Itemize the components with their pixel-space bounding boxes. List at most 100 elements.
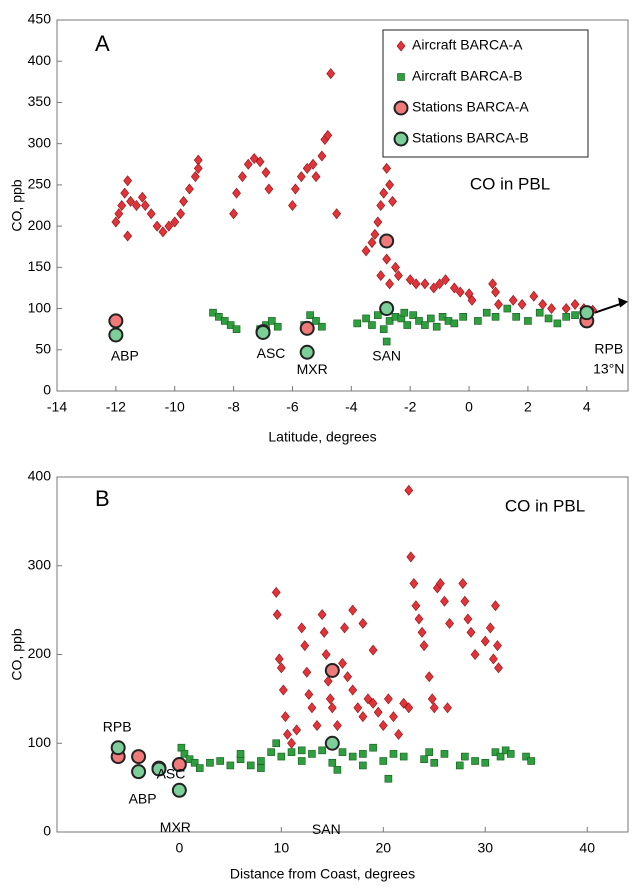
aircraft-point [272, 739, 281, 748]
aircraft-point [340, 622, 349, 634]
x-tick-label: -12 [106, 399, 126, 415]
station-point [171, 782, 187, 798]
aircraft-point [333, 720, 342, 731]
aircraft-point [503, 304, 512, 313]
y-tick-label: 300 [28, 556, 52, 572]
station-point [131, 764, 147, 780]
aircraft-point [158, 226, 168, 238]
aircraft-point [438, 312, 447, 321]
aircraft-point [544, 314, 553, 323]
aircraft-point [385, 179, 394, 191]
y-tick-label: 100 [28, 734, 52, 750]
aircraft-point [455, 761, 464, 770]
aircraft-point [246, 761, 255, 770]
aircraft-point [409, 311, 417, 319]
x-tick-label: 30 [477, 840, 493, 856]
aircraft-point [378, 720, 388, 731]
aircraft-point [292, 724, 302, 736]
aircraft-point [385, 278, 394, 290]
aircraft-point [281, 711, 290, 723]
aircraft-point [406, 551, 416, 563]
aircraft-point [209, 308, 217, 317]
aircraft-point [229, 208, 238, 220]
aircraft-point [368, 321, 376, 329]
aircraft-point [367, 237, 377, 249]
aircraft-point [238, 171, 247, 183]
aircraft-point [302, 666, 312, 678]
aircraft-point [376, 200, 386, 211]
aircraft-point [249, 153, 259, 164]
y-tick-label: 300 [28, 134, 52, 150]
station-label: SAN [312, 821, 341, 837]
aircraft-point [132, 200, 141, 211]
aircraft-point [373, 216, 383, 228]
y-axis-label: CO, ppb [9, 628, 25, 680]
station-point [324, 735, 340, 751]
aircraft-point [276, 662, 286, 674]
station-point [131, 749, 147, 765]
panel-letter: A [95, 31, 110, 56]
aircraft-point [491, 286, 500, 298]
aircraft-point [368, 644, 378, 656]
aircraft-point [429, 702, 439, 714]
aircraft-point [374, 311, 382, 319]
legend-marker [397, 73, 405, 81]
x-tick-label: 2 [524, 399, 532, 415]
aircraft-point [278, 684, 288, 696]
aircraft-point [306, 311, 314, 319]
y-tick-label: 200 [28, 645, 52, 661]
aircraft-point [321, 649, 331, 660]
aircraft-point [480, 635, 490, 647]
y-tick-label: 350 [28, 93, 52, 109]
x-tick-label: -6 [286, 399, 299, 415]
x-axis-label: Latitude, degrees [268, 429, 376, 445]
aircraft-point [512, 312, 520, 321]
station-point [379, 301, 395, 317]
station-label: RPB [103, 718, 132, 734]
legend-marker [393, 100, 409, 116]
aircraft-point [243, 158, 253, 170]
station-label: MXR [160, 819, 191, 835]
aircraft-point [463, 613, 473, 625]
aircraft-point [361, 245, 371, 257]
aircraft-point [308, 158, 318, 170]
aircraft-point [385, 317, 394, 325]
aircraft-point [403, 321, 412, 329]
aircraft-point [170, 216, 180, 228]
aircraft-point [471, 757, 479, 765]
aircraft-point [461, 752, 469, 761]
station-label: ABP [129, 790, 157, 806]
station-label: ABP [111, 348, 139, 364]
aircraft-point [307, 702, 317, 714]
aircraft-point [383, 693, 393, 705]
aircraft-point [257, 757, 265, 765]
aircraft-point [120, 187, 130, 199]
aircraft-point [379, 187, 389, 199]
aircraft-point [491, 748, 500, 756]
aircraft-point [421, 321, 429, 329]
aircraft-point [164, 220, 174, 232]
aircraft-point [470, 649, 480, 660]
aircraft-point [489, 653, 498, 665]
aircraft-point [287, 748, 296, 756]
aircraft-point [411, 278, 421, 290]
aircraft-point [394, 270, 403, 282]
aircraft-point [332, 208, 341, 220]
aircraft-point [493, 640, 502, 652]
aircraft-point [185, 183, 194, 195]
station-point [108, 313, 124, 329]
aircraft-point [317, 609, 327, 621]
aircraft-point [491, 312, 500, 321]
aircraft-point [405, 274, 415, 286]
aircraft-point [126, 195, 135, 207]
aircraft-point [491, 600, 500, 612]
aircraft-point [318, 322, 326, 331]
aircraft-point [319, 626, 329, 638]
aircraft-point [338, 748, 347, 756]
aircraft-point [508, 294, 518, 306]
aircraft-point [482, 308, 491, 317]
x-tick-label: 20 [375, 840, 391, 856]
aircraft-point [436, 578, 445, 589]
station-label: SAN [372, 347, 401, 363]
aircraft-point [399, 697, 409, 709]
